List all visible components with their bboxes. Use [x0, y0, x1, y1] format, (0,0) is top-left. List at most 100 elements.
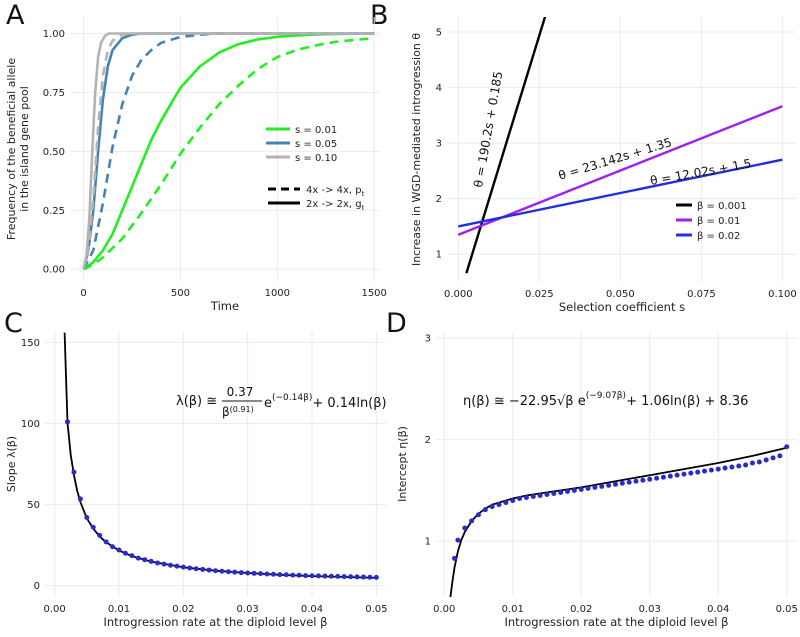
- series-line-a-1: [83, 36, 375, 271]
- data-point-d-37: [702, 468, 708, 474]
- data-point-d-27: [633, 478, 639, 484]
- tick-label-b-y-3: 4: [436, 83, 442, 94]
- legend-b-label-0: β = 0.001: [697, 201, 747, 212]
- formula-c-numerator: 0.37: [227, 385, 254, 399]
- data-point-d-9: [510, 498, 516, 504]
- y-axis-label-a-line-1: in the island gene pool: [18, 86, 31, 212]
- data-point-c-37: [303, 573, 309, 579]
- data-point-d-14: [544, 491, 550, 497]
- data-point-c-22: [206, 567, 212, 573]
- data-point-c-17: [174, 563, 180, 569]
- tick-label-d-y-1: 2: [425, 435, 431, 446]
- data-point-c-31: [264, 571, 270, 577]
- data-point-d-5: [482, 507, 488, 513]
- legend-b-label-1: β = 0.01: [697, 216, 740, 227]
- tick-label-a-x-2: 1000: [265, 288, 290, 299]
- data-point-c-2: [77, 496, 83, 502]
- data-point-c-7: [110, 544, 116, 550]
- x-axis-label-c: Introgression rate at the diploid level …: [104, 615, 328, 629]
- tick-label-c-y-2: 100: [21, 419, 40, 430]
- data-point-d-10: [517, 496, 523, 502]
- data-point-c-30: [258, 571, 264, 577]
- panel-d-chart: 0.00 0.01 0.02 0.03 0.04 0.05 1 2 3 Introgression…: [396, 331, 798, 629]
- tick-label-d-x-4: 0.04: [707, 604, 729, 615]
- data-point-c-24: [219, 568, 225, 574]
- data-point-c-0: [65, 419, 71, 425]
- data-point-d-49: [784, 444, 790, 450]
- data-point-d-47: [770, 455, 776, 461]
- data-point-c-1: [71, 469, 77, 475]
- formula-c-exponential: e(−0.14β)+ 0.14ln(β): [264, 393, 387, 411]
- plot-area-a: [82, 32, 375, 271]
- data-point-d-24: [612, 481, 618, 487]
- data-point-c-10: [129, 553, 135, 559]
- data-point-c-35: [290, 572, 296, 578]
- legend-a: s = 0.01 s = 0.05 s = 0.10 4x -> 4x, pt …: [266, 125, 365, 212]
- data-point-d-28: [640, 477, 646, 483]
- data-point-d-0: [451, 555, 457, 561]
- data-point-c-47: [367, 574, 373, 580]
- data-point-d-39: [715, 466, 721, 472]
- data-point-c-39: [315, 573, 321, 579]
- panel-label-b: B: [370, 0, 389, 31]
- data-point-d-40: [722, 465, 728, 471]
- panel-label-a: A: [6, 0, 25, 31]
- fit-line-c: [63, 332, 377, 579]
- tick-label-d-x-2: 0.02: [570, 604, 592, 615]
- legend-a-label-solid: 2x -> 2x, gt: [306, 199, 365, 212]
- plot-area-c: [63, 332, 379, 580]
- panel-a-chart: 0 500 1000 1500 0.00 0.25 0.50 0.75 1.00 Time Freq…: [5, 17, 387, 313]
- tick-label-b-y-4: 5: [436, 28, 442, 39]
- data-point-c-33: [277, 572, 283, 578]
- legend-a-label-s010: s = 0.10: [295, 153, 337, 164]
- data-point-d-48: [777, 453, 783, 459]
- data-point-c-18: [180, 564, 186, 570]
- data-point-d-36: [695, 469, 701, 475]
- data-point-d-2: [462, 525, 468, 531]
- tick-label-b-x-2: 0.050: [606, 289, 635, 300]
- panel-b-chart: 0.000 0.025 0.050 0.075 0.100 1 2 3 4 5 Selection …: [410, 17, 797, 314]
- tick-label-b-x-1: 0.025: [525, 289, 554, 300]
- plot-area-b: [457, 17, 783, 274]
- data-point-d-30: [654, 475, 660, 481]
- data-point-d-29: [647, 476, 653, 482]
- plot-area-d: [449, 444, 790, 597]
- data-point-c-29: [251, 570, 257, 576]
- tick-label-a-x-3: 1500: [361, 288, 386, 299]
- legend-b-label-2: β = 0.02: [697, 231, 740, 242]
- data-point-c-8: [116, 547, 122, 553]
- data-point-d-26: [626, 479, 632, 485]
- series-line-b-0: [465, 17, 547, 274]
- formula-c-lhs: λ(β) ≅: [176, 394, 217, 409]
- formula-d: η(β) ≅ −22.95√β e(−9.07β)+ 1.06ln(β) + 8…: [463, 391, 748, 409]
- data-point-d-6: [489, 504, 495, 510]
- fit-line-d: [449, 446, 787, 597]
- tick-label-b-x-4: 0.100: [768, 289, 797, 300]
- tick-label-a-y-4: 1.00: [43, 29, 65, 40]
- data-point-d-31: [660, 474, 666, 480]
- tick-label-b-y-1: 2: [436, 194, 442, 205]
- y-axis-label-d: Intercept η(β): [396, 426, 409, 502]
- formula-c: λ(β) ≅ 0.37 β(0.91) e(−0.14β)+ 0.14ln(β): [176, 385, 387, 419]
- y-axis-label-b: Increase in WGD-mediated introgression θ: [410, 33, 423, 266]
- data-point-c-23: [213, 568, 218, 574]
- tick-label-d-x-3: 0.03: [639, 604, 661, 615]
- data-point-d-41: [729, 464, 735, 470]
- data-point-c-19: [187, 565, 193, 571]
- tick-label-c-y-0: 0: [34, 581, 40, 592]
- data-point-c-11: [135, 555, 141, 561]
- data-point-d-38: [708, 467, 714, 473]
- series-line-a-5: [82, 32, 375, 270]
- panel-label-d: D: [386, 308, 407, 339]
- formula-d-expression: η(β) ≅ −22.95√β e(−9.07β)+ 1.06ln(β) + 8…: [463, 391, 748, 409]
- tick-label-d-x-5: 0.05: [776, 604, 798, 615]
- y-axis-label-c: Slope λ(β): [5, 436, 18, 492]
- data-point-c-44: [348, 574, 354, 580]
- tick-label-c-x-3: 0.03: [237, 604, 259, 615]
- data-point-c-38: [309, 573, 315, 579]
- tick-label-c-x-4: 0.04: [301, 604, 323, 615]
- data-point-d-42: [736, 463, 742, 469]
- tick-label-c-y-3: 150: [21, 338, 40, 349]
- data-point-d-32: [667, 473, 673, 479]
